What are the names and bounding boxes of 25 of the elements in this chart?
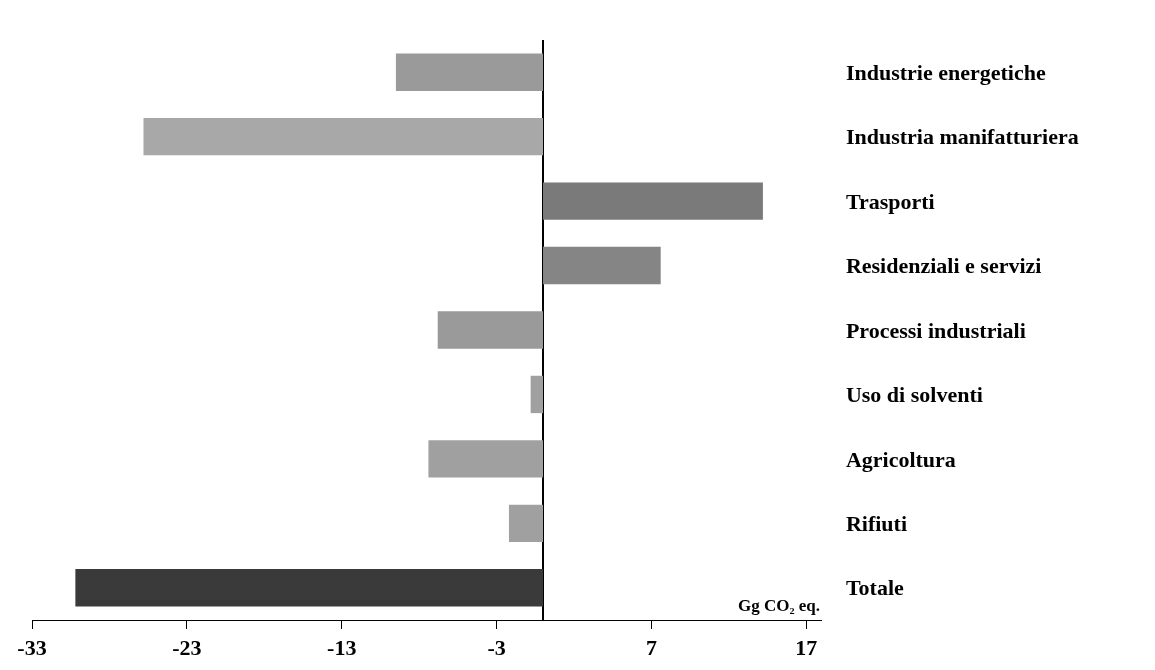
bar	[75, 569, 544, 607]
x-tick-label: -3	[487, 635, 506, 661]
bar	[437, 311, 544, 349]
annotation: Gg CO₂ eq.	[738, 596, 821, 615]
x-tick-label: -13	[327, 635, 357, 661]
bar	[428, 440, 544, 478]
x-tick-label: 17	[795, 635, 818, 661]
bar	[395, 53, 544, 91]
y-tick-label: Agricoltura	[845, 446, 956, 472]
y-tick-label: Totale	[845, 575, 904, 601]
x-tick-label: -23	[172, 635, 202, 661]
y-tick-label: Rifiuti	[845, 511, 908, 537]
y-tick-label: Industrie energetiche	[845, 59, 1046, 85]
bar	[143, 117, 544, 156]
y-tick-label: Uso di solventi	[845, 382, 983, 408]
bar	[543, 246, 661, 285]
y-tick-label: Industria manifatturiera	[845, 124, 1079, 150]
x-tick-label: 7	[645, 635, 657, 661]
bar	[543, 182, 763, 220]
y-tick-label: Processi industriali	[845, 317, 1026, 343]
x-tick-label: -33	[17, 635, 47, 661]
bar	[508, 504, 544, 543]
bar	[530, 375, 544, 414]
y-tick-label: Residenziali e servizi	[845, 253, 1042, 279]
y-tick-label: Trasporti	[845, 188, 935, 214]
